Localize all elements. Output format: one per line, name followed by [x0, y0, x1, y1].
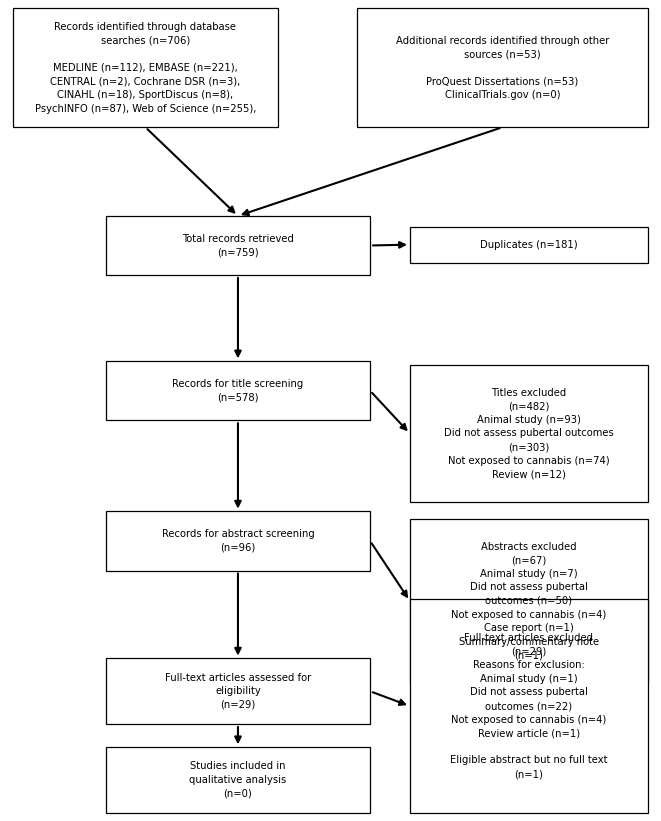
Text: Records identified through database
searches (n=706)

MEDLINE (n=112), EMBASE (n: Records identified through database sear… — [35, 22, 256, 113]
Text: Full-text articles assessed for
eligibility
(n=29): Full-text articles assessed for eligibil… — [165, 672, 311, 710]
FancyBboxPatch shape — [410, 227, 648, 263]
FancyBboxPatch shape — [106, 747, 370, 813]
FancyBboxPatch shape — [410, 519, 648, 683]
FancyBboxPatch shape — [410, 599, 648, 813]
FancyBboxPatch shape — [106, 658, 370, 724]
FancyBboxPatch shape — [106, 216, 370, 275]
FancyBboxPatch shape — [13, 8, 278, 127]
FancyBboxPatch shape — [106, 361, 370, 420]
FancyBboxPatch shape — [410, 365, 648, 502]
Text: Records for title screening
(n=578): Records for title screening (n=578) — [173, 379, 303, 402]
FancyBboxPatch shape — [357, 8, 648, 127]
FancyBboxPatch shape — [106, 511, 370, 571]
Text: Duplicates (n=181): Duplicates (n=181) — [480, 240, 578, 250]
Text: Titles excluded
(n=482)
Animal study (n=93)
Did not assess pubertal outcomes
(n=: Titles excluded (n=482) Animal study (n=… — [444, 388, 613, 479]
Text: Full-text articles excluded
(n=29)
Reasons for exclusion:
Animal study (n=1)
Did: Full-text articles excluded (n=29) Reaso… — [450, 633, 607, 779]
Text: Records for abstract screening
(n=96): Records for abstract screening (n=96) — [161, 530, 315, 553]
Text: Additional records identified through other
sources (n=53)

ProQuest Dissertatio: Additional records identified through ot… — [396, 35, 609, 100]
Text: Abstracts excluded
(n=67)
Animal study (n=7)
Did not assess pubertal
outcomes (n: Abstracts excluded (n=67) Animal study (… — [451, 542, 606, 660]
Text: Studies included in
qualitative analysis
(n=0): Studies included in qualitative analysis… — [189, 761, 287, 799]
Text: Total records retrieved
(n=759): Total records retrieved (n=759) — [182, 234, 294, 257]
